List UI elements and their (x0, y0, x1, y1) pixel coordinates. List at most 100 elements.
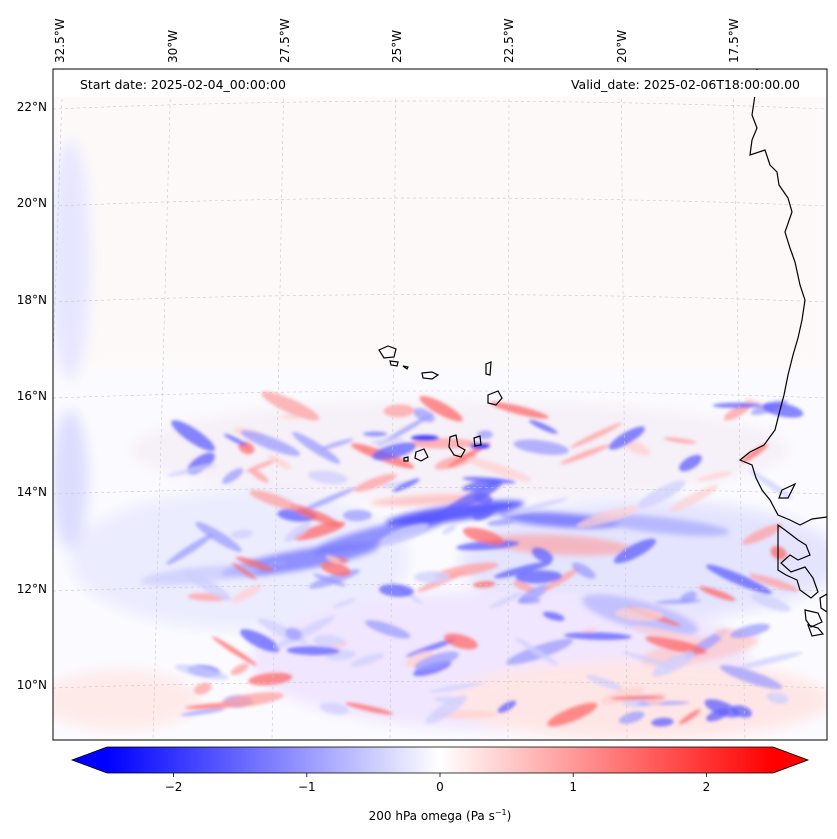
colorbar-tick-label: 2 (703, 780, 711, 794)
omega-cell (342, 509, 372, 522)
omega-cell (586, 674, 623, 691)
colorbar-title-sup: −1 (494, 808, 507, 817)
omega-cell (736, 651, 803, 670)
omega-cell (462, 527, 504, 545)
omega-cell (719, 665, 783, 690)
omega-cell (515, 570, 563, 584)
omega-cell (680, 591, 697, 604)
omega-cell (651, 651, 695, 677)
omega-cell (489, 591, 524, 609)
colorbar-outline (70, 746, 810, 774)
omega-cell (712, 402, 762, 409)
omega-cell (325, 555, 341, 564)
colorbar-tick-label: −2 (165, 780, 183, 794)
omega-cell (230, 663, 249, 676)
omega-cell (230, 529, 253, 539)
omega-cell (383, 404, 415, 418)
omega-cell (320, 438, 354, 450)
colorbar-min-arrow (72, 747, 107, 773)
omega-cell (414, 651, 459, 671)
colorbar-title-main: 200 hPa omega (Pa s (368, 809, 495, 823)
omega-cell (490, 534, 630, 556)
omega-cell (618, 711, 645, 724)
omega-cell (285, 627, 302, 641)
omega-cell (473, 581, 496, 588)
omega-cell (542, 611, 565, 621)
lon-axis-labels: 32.5°W 30°W 27.5°W 25°W 22.5°W 20°W 17.5… (53, 18, 741, 63)
lat-label: 14°N (17, 485, 47, 499)
omega-cell (749, 469, 793, 500)
lon-label: 27.5°W (278, 18, 292, 63)
omega-cell (240, 629, 280, 653)
omega-cell (231, 584, 262, 603)
omega-cell (729, 623, 770, 639)
lon-label: 20°W (615, 30, 629, 63)
omega-cell (268, 454, 292, 470)
omega-cell (354, 473, 397, 492)
omega-cell (405, 650, 435, 668)
omega-cell (770, 545, 787, 560)
omega-cell (571, 562, 596, 579)
omega-cell (249, 490, 299, 511)
omega-cell (406, 638, 456, 657)
omega-cell (487, 518, 515, 526)
omega-cell (651, 717, 674, 727)
omega-cell (292, 432, 341, 464)
omega-cell (663, 437, 697, 444)
omega-cell (600, 686, 645, 705)
colorbar-tick-label: −1 (298, 780, 316, 794)
omega-cell (731, 705, 753, 718)
omega-cell (433, 562, 499, 579)
omega-cell (378, 584, 414, 598)
omega-cell (419, 395, 463, 422)
omega-cell (502, 497, 568, 517)
omega-cell (442, 524, 457, 535)
omega-cell (248, 672, 293, 686)
omega-cell (171, 420, 215, 452)
valid-date-label: Valid_date: 2025-02-06T18:00:00.00 (566, 76, 804, 93)
omega-cell (513, 580, 535, 593)
omega-cell (531, 547, 554, 563)
omega-cell (370, 494, 490, 506)
omega-cell (528, 419, 558, 434)
colorbar-ticks: −2 −1 0 1 2 (165, 773, 710, 794)
coastline (378, 69, 827, 637)
map-frame (52, 68, 828, 741)
omega-cell (286, 646, 340, 656)
omega-cell (441, 481, 503, 516)
omega-cell (741, 443, 769, 463)
omega-cell (645, 636, 707, 655)
colorbar-tick-label: 1 (569, 780, 577, 794)
omega-cell (249, 468, 269, 483)
omega-field-fine (166, 391, 804, 727)
omega-cell (443, 633, 478, 650)
lat-label: 12°N (17, 582, 47, 596)
lon-label: 22.5°W (502, 18, 516, 63)
omega-cell (320, 561, 351, 577)
omega-cell (748, 573, 799, 592)
omega-cell (762, 402, 804, 418)
omega-cell (261, 391, 320, 421)
omega-cell (637, 480, 686, 509)
omega-cell (705, 564, 772, 595)
omega-cell (235, 556, 273, 572)
colorbar-title-end: ) (506, 809, 512, 823)
omega-cell (392, 478, 420, 492)
omega-cell (193, 682, 212, 695)
omega-cell (547, 702, 598, 727)
omega-cell (231, 563, 257, 580)
start-date-label: Start date: 2025-02-04_00:00:00 (76, 76, 290, 93)
graticule (53, 69, 827, 740)
omega-cell (212, 636, 257, 666)
lon-label: 25°W (390, 30, 404, 63)
omega-cell (631, 625, 696, 641)
omega-cell (576, 506, 639, 528)
omega-cell (413, 408, 435, 423)
map-panel (53, 69, 827, 740)
omega-cell (378, 523, 429, 545)
omega-cell (608, 426, 645, 450)
omega-cell (180, 708, 226, 716)
omega-cell (166, 533, 214, 565)
omega-cell (678, 709, 701, 725)
omega-cell (766, 692, 789, 704)
